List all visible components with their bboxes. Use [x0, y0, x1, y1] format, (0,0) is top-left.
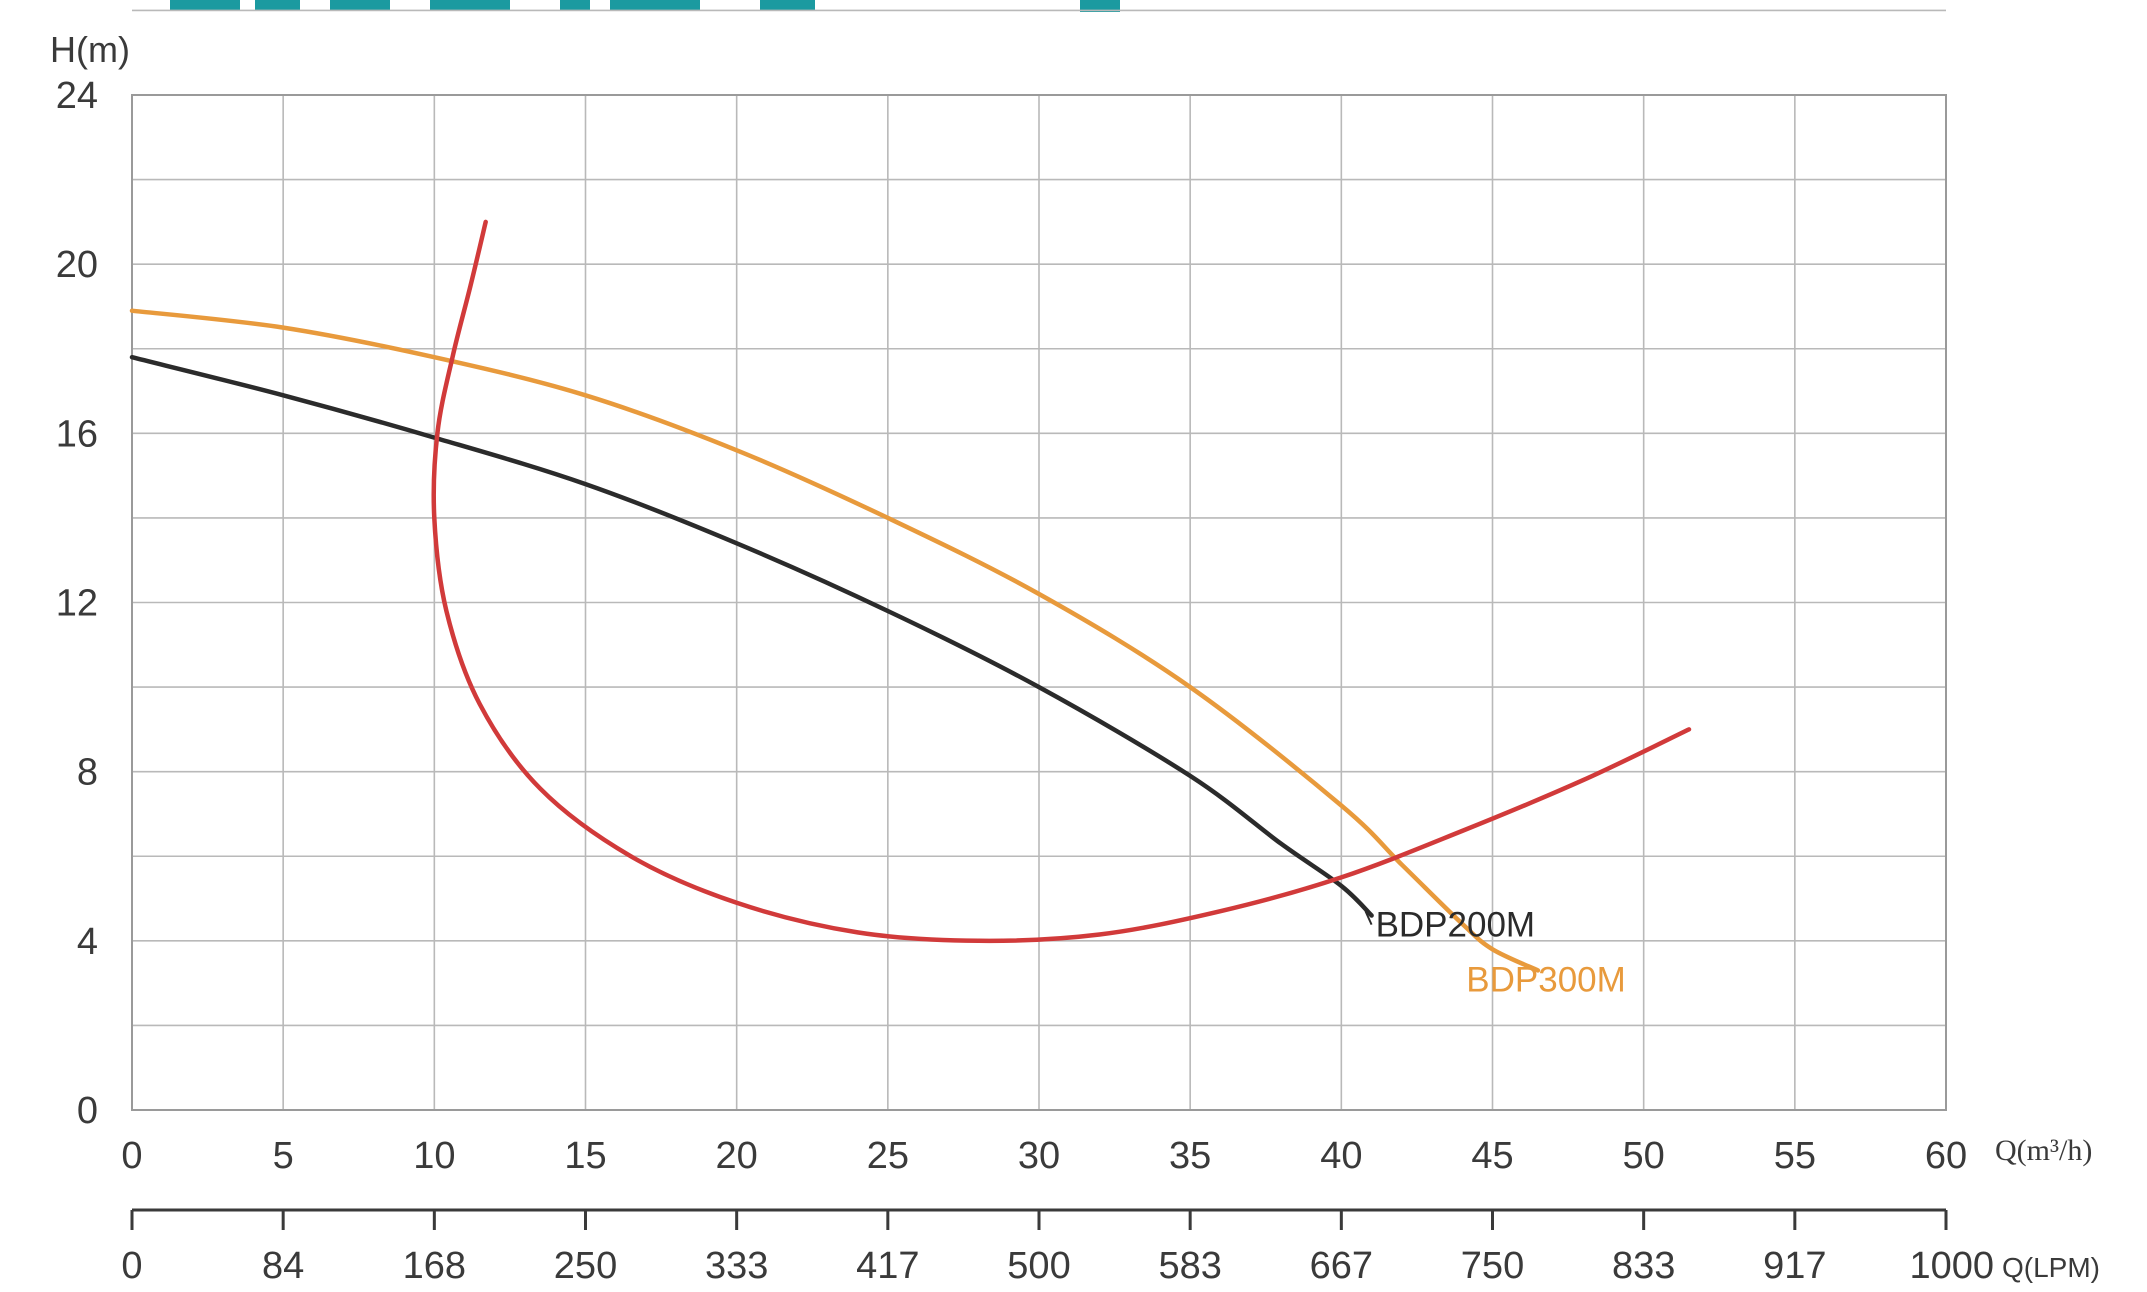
- x-tick-label: 10: [413, 1135, 455, 1177]
- plot-frame: [131, 94, 1947, 1111]
- bdp200m-leader: [1364, 910, 1373, 926]
- bdp200m-label: BDP200M: [1376, 906, 1536, 945]
- x-tick-label: 45: [1471, 1135, 1513, 1177]
- secondary-x-tick-label: 750: [1461, 1245, 1524, 1287]
- secondary-x-tick-label: 500: [1007, 1245, 1070, 1287]
- secondary-x-tick-label: 168: [403, 1245, 466, 1287]
- bdp300m-curve: [129, 308, 1541, 973]
- x-tick-label: 15: [564, 1135, 606, 1177]
- secondary-x-tick-label: 583: [1158, 1245, 1221, 1287]
- curve-layer: [129, 219, 1692, 973]
- secondary-x-tick-label: 333: [705, 1245, 768, 1287]
- x-tick-label: 20: [716, 1135, 758, 1177]
- secondary-x-tick-label: 667: [1310, 1245, 1373, 1287]
- secondary-x-tick-label: 917: [1763, 1245, 1826, 1287]
- tick-layer: 0 4 8 12 16 20 24 0 5 10 15 20 25 30 35 40 45 50 55 60 0 84 16…: [56, 75, 1994, 1287]
- x-tick-label: 30: [1018, 1135, 1060, 1177]
- x-axis-title: Q(m³/h): [1995, 1134, 2092, 1167]
- secondary-x-tick-label: 833: [1612, 1245, 1675, 1287]
- x-tick-label: 50: [1623, 1135, 1665, 1177]
- y-tick-label: 12: [56, 583, 98, 625]
- secondary-x-tick-label: 417: [856, 1245, 919, 1287]
- x-tick-label: 55: [1774, 1135, 1816, 1177]
- y-tick-label: 0: [77, 1090, 98, 1132]
- secondary-x-axis-title: Q(LPM): [2002, 1252, 2100, 1283]
- x-tick-label: 25: [867, 1135, 909, 1177]
- secondary-x-tick-label: 1000: [1909, 1245, 1994, 1287]
- x-tick-label: 0: [121, 1135, 142, 1177]
- y-tick-label: 20: [56, 244, 98, 286]
- secondary-x-tick-label: 250: [554, 1245, 617, 1287]
- x-tick-label: 35: [1169, 1135, 1211, 1177]
- bdp300m-label: BDP300M: [1466, 961, 1626, 1000]
- y-axis-title: H(m): [50, 29, 130, 70]
- y-tick-label: 4: [77, 921, 98, 963]
- x-tick-label: 40: [1320, 1135, 1362, 1177]
- x-tick-label: 60: [1925, 1135, 1967, 1177]
- cropped-heading: [170, 0, 1120, 12]
- secondary-x-tick-label: 84: [262, 1245, 304, 1287]
- bdp200m-curve: [129, 354, 1374, 918]
- system-curve: [431, 219, 1692, 944]
- grid-layer: [131, 9, 1947, 1111]
- x-tick-label: 5: [273, 1135, 294, 1177]
- y-tick-label: 24: [56, 75, 98, 117]
- secondary-x-tick-label: 0: [121, 1245, 142, 1287]
- y-tick-label: 16: [56, 413, 98, 455]
- annotation-layer: BDP200M BDP300M: [1364, 906, 1626, 1000]
- y-tick-label: 8: [77, 752, 98, 794]
